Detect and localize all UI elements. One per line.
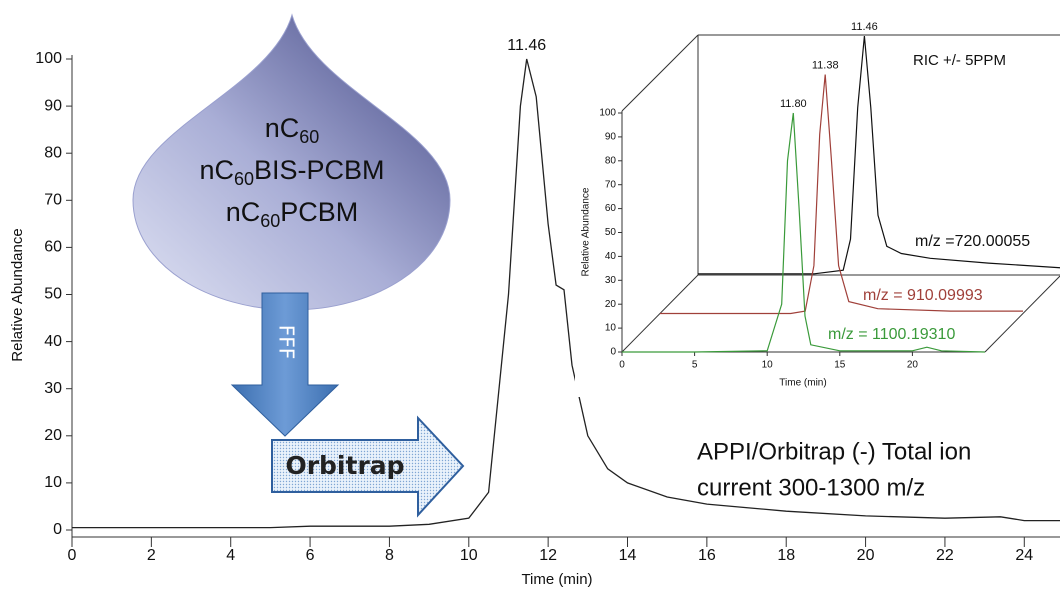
y-tick-label: 20 — [44, 427, 62, 444]
y-tick-label: 0 — [610, 347, 616, 358]
y-tick-label: 90 — [605, 132, 617, 143]
legend-entry: m/z = 1100.19310 — [828, 326, 955, 343]
annotation: APPI/Orbitrap (-) Total ion — [697, 438, 971, 465]
compound: nC60 — [265, 113, 320, 147]
x-tick-label: 0 — [68, 547, 77, 564]
compound-text: nC — [265, 113, 300, 143]
x-tick-label: 6 — [306, 547, 315, 564]
peak-label: 11.46 — [851, 21, 878, 33]
y-tick-label: 90 — [44, 97, 62, 114]
x-tick-label: 16 — [698, 547, 716, 564]
frame-line — [984, 275, 1060, 353]
compound-text: PCBM — [280, 197, 358, 227]
y-tick-label: 80 — [605, 155, 617, 166]
x-axis-title: Time (min) — [521, 571, 592, 588]
y-tick-label: 30 — [605, 275, 617, 286]
compound: nC60BIS-PCBM — [199, 155, 384, 189]
x-tick-label: 24 — [1015, 547, 1033, 564]
arrow-label: FFF — [275, 325, 299, 360]
peak-label: 11.46 — [507, 37, 546, 54]
frame-line — [621, 34, 699, 112]
y-tick-label: 60 — [605, 203, 617, 214]
line — [72, 58, 1060, 529]
y-tick-label: 40 — [44, 333, 62, 350]
x-tick-label: 4 — [226, 547, 235, 564]
compound-text: BIS-PCBM — [254, 155, 385, 185]
compound-text: nC — [199, 155, 234, 185]
y-tick-label: 0 — [53, 521, 62, 538]
x-tick-label: 10 — [460, 547, 478, 564]
y-axis-title: Relative Abundance — [9, 228, 26, 361]
annotation: current 300-1300 m/z — [697, 474, 925, 501]
legend-entry: m/z =720.00055 — [915, 233, 1030, 250]
x-tick-label: 12 — [539, 547, 557, 564]
peak-label: 11.80 — [780, 98, 807, 110]
legend-entry: m/z = 910.09993 — [863, 287, 983, 304]
compound-text: nC — [226, 197, 261, 227]
x-tick-label: 8 — [385, 547, 394, 564]
y-tick-label: 20 — [605, 299, 617, 310]
inset-chart: 0 10 20 30 40 50 60 70 80 90 100 0 5 10 15 20 Time (min)… — [575, 21, 1060, 397]
y-tick-label: 80 — [44, 144, 62, 161]
x-tick-label: 2 — [147, 547, 156, 564]
y-tick-label: 50 — [605, 227, 617, 238]
compound-subscript: 60 — [299, 127, 319, 147]
y-tick-label: 70 — [605, 179, 617, 190]
x-axis-title: Time (min) — [779, 378, 826, 389]
y-axis-title: Relative Abundance — [581, 187, 592, 276]
series-line — [660, 74, 1023, 315]
x-tick-label: 18 — [777, 547, 795, 564]
right-arrow — [271, 415, 465, 518]
y-tick-label: 100 — [35, 50, 62, 67]
y-tick-label: 100 — [599, 108, 616, 119]
inset-title: RIC +/- 5PPM — [913, 52, 1006, 69]
series-line — [698, 35, 1060, 275]
x-tick-label: 15 — [834, 360, 846, 371]
x-tick-label: 0 — [619, 360, 625, 371]
y-tick-label: 10 — [44, 474, 62, 491]
y-tick-label: 40 — [605, 251, 617, 262]
x-tick-label: 22 — [936, 547, 954, 564]
x-tick-label: 10 — [762, 360, 774, 371]
x-tick-label: 20 — [907, 360, 919, 371]
y-tick-label: 70 — [44, 192, 62, 209]
peak-label: 11.38 — [812, 59, 839, 71]
down-arrow — [230, 292, 340, 437]
x-tick-label: 5 — [692, 360, 698, 371]
arrow-label: Orbitrap — [285, 451, 404, 480]
y-tick-label: 10 — [605, 323, 617, 334]
workflow-graphic: nC60 nC60BIS-PCBM nC60PCBM FFF Orbitrap — [132, 13, 465, 518]
series-line — [622, 112, 986, 353]
compound-subscript: 60 — [234, 169, 254, 189]
x-tick-label: 14 — [619, 547, 637, 564]
y-tick-label: 60 — [44, 239, 62, 256]
y-tick-label: 50 — [44, 286, 62, 303]
y-tick-label: 30 — [44, 380, 62, 397]
x-tick-label: 20 — [857, 547, 875, 564]
compound: nC60PCBM — [226, 197, 359, 231]
inset-background — [575, 25, 1060, 397]
compound-subscript: 60 — [260, 211, 280, 231]
